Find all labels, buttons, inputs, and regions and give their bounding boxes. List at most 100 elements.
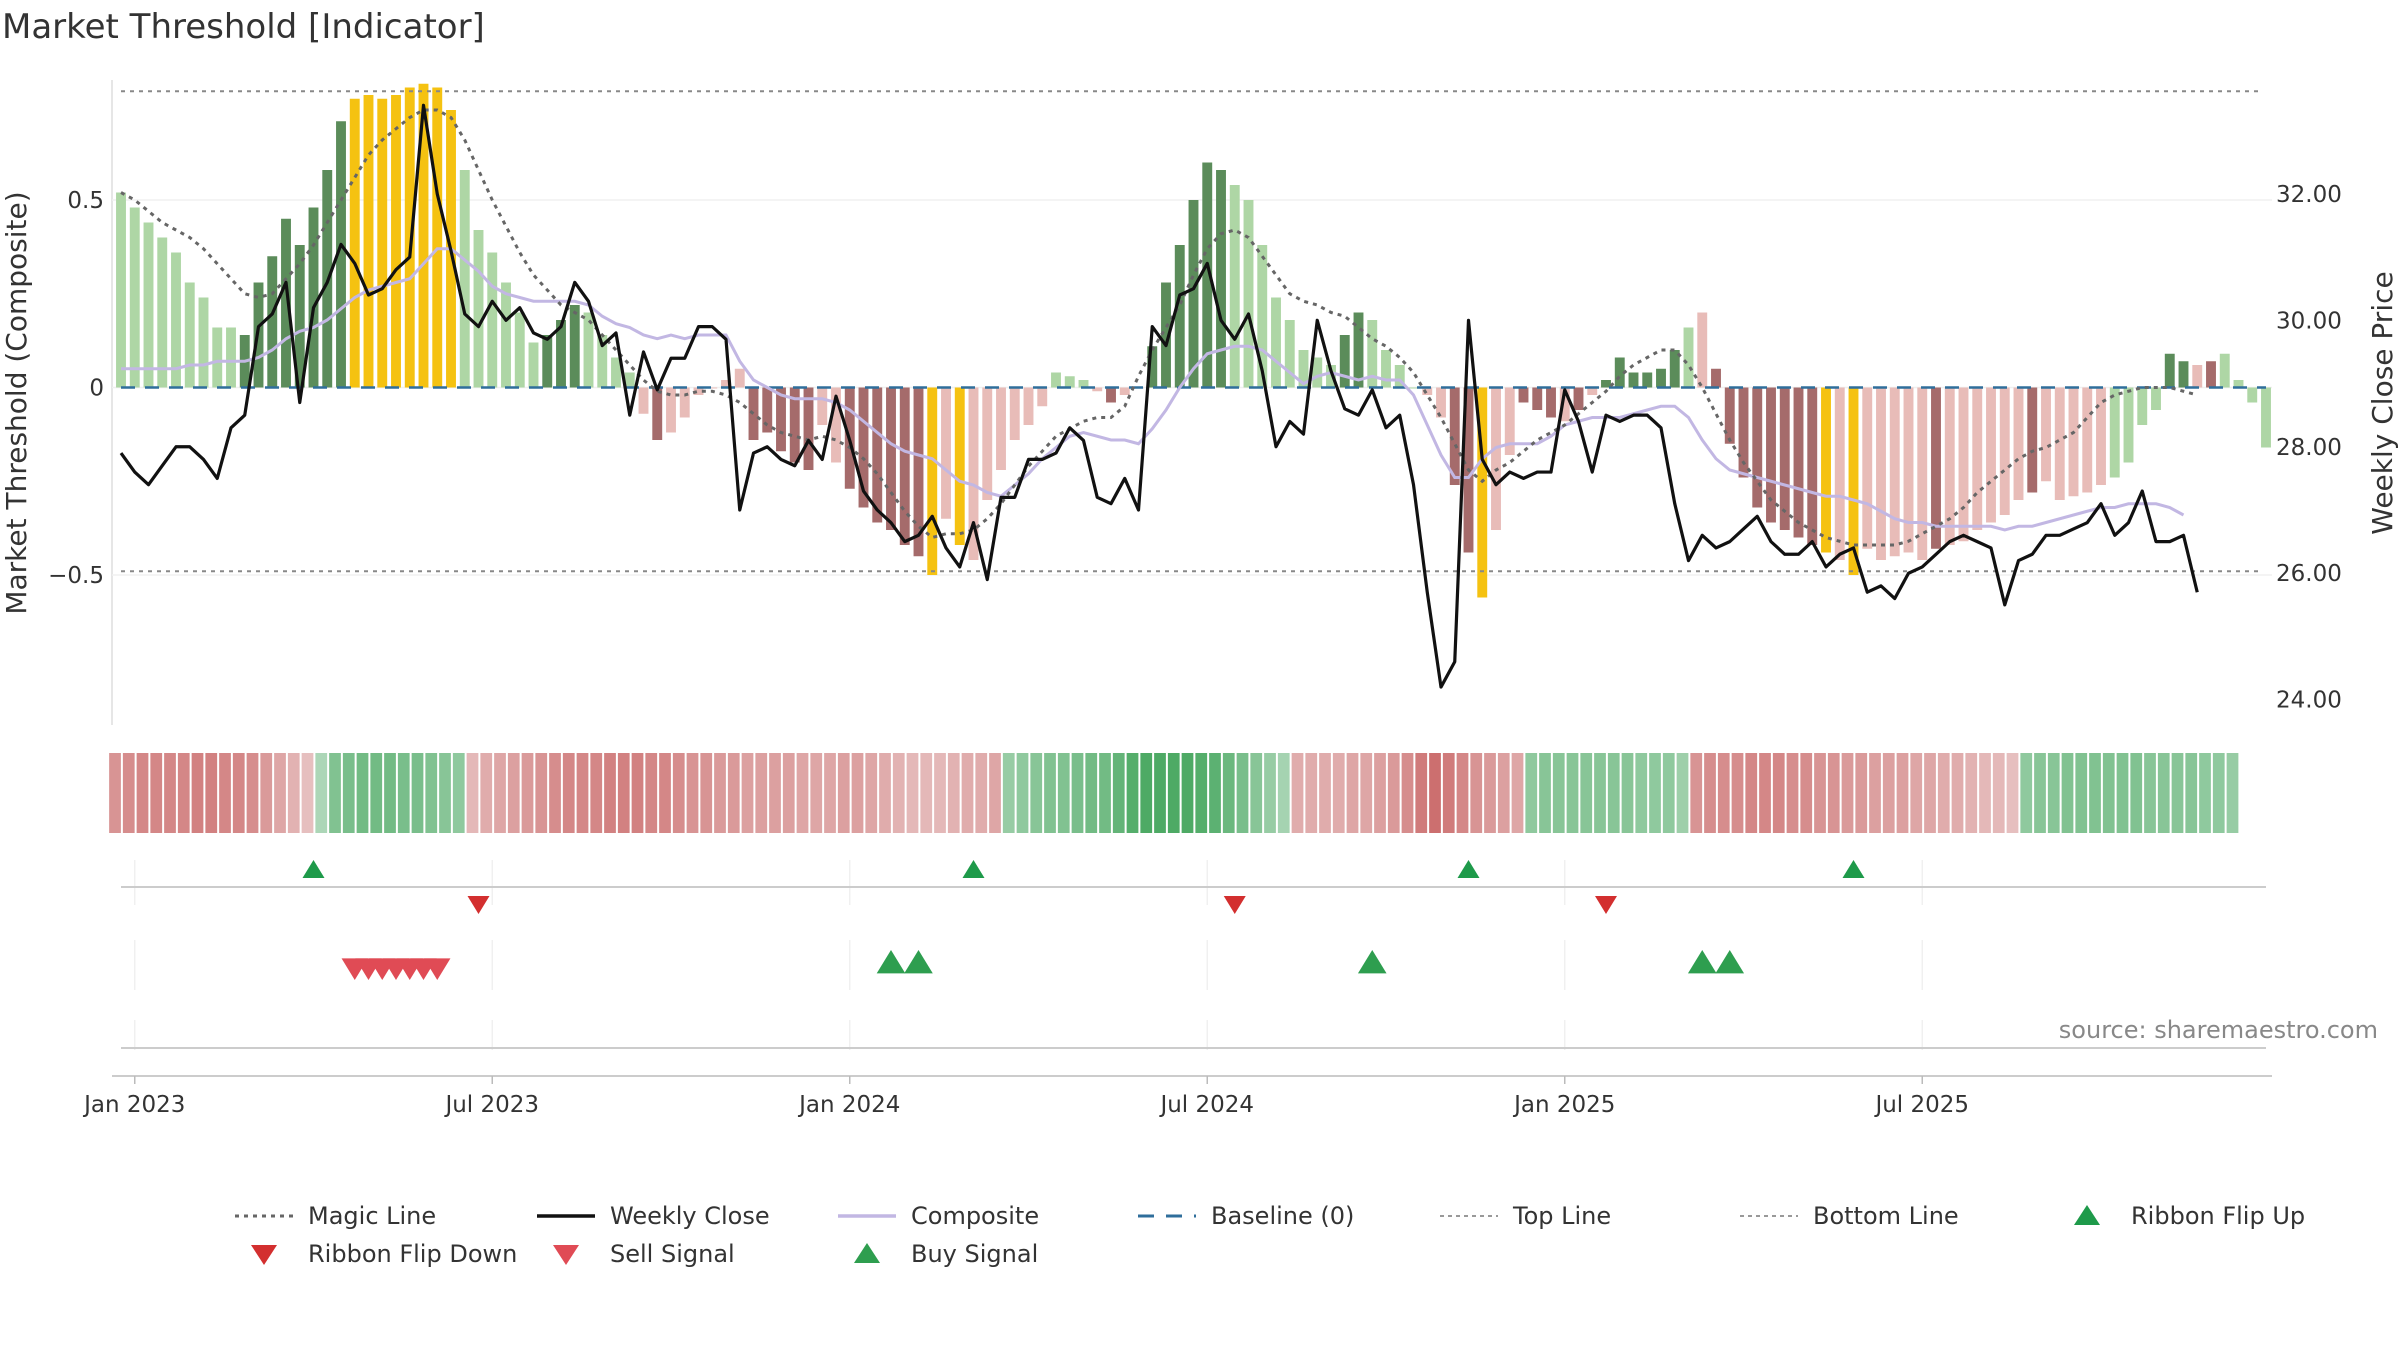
- buy-signal-marker: [1357, 950, 1387, 974]
- ribbon-cell: [1387, 753, 1400, 833]
- composite-bar: [212, 327, 223, 388]
- composite-bar: [1642, 372, 1653, 388]
- ribbon-cell: [1607, 753, 1620, 833]
- composite-bar: [1422, 387, 1433, 395]
- composite-bar: [184, 282, 195, 388]
- buy-signal-marker: [904, 950, 933, 974]
- composite-bar: [171, 252, 181, 388]
- ribbon-cell: [727, 753, 740, 833]
- composite-bar: [198, 297, 209, 388]
- composite-bar: [1477, 387, 1488, 598]
- composite-bar: [336, 121, 346, 388]
- ribbon-cell: [782, 753, 795, 833]
- composite-bar: [1161, 282, 1171, 388]
- ribbon-cell: [2061, 753, 2074, 833]
- composite-bar: [707, 387, 718, 389]
- ribbon-cell: [1456, 753, 1469, 833]
- composite-bar: [226, 327, 236, 388]
- composite-bar: [638, 387, 649, 414]
- ribbon-cell: [370, 753, 383, 833]
- ribbon-cell: [2212, 753, 2225, 833]
- composite-bar: [1298, 350, 1309, 388]
- composite-bar: [1009, 387, 1020, 440]
- composite-bar: [776, 387, 786, 452]
- legend-item: Bottom Line: [1740, 1202, 1959, 1230]
- ribbon-cell: [535, 753, 548, 833]
- legend-item: Magic Line: [235, 1202, 436, 1230]
- ribbon-cell: [1855, 753, 1868, 833]
- legend-item: Sell Signal: [553, 1240, 735, 1268]
- ribbon-cell: [1717, 753, 1730, 833]
- ribbon-cell: [2006, 753, 2019, 833]
- composite-bar: [872, 387, 883, 523]
- composite-bar: [734, 368, 745, 388]
- composite-bar: [1834, 387, 1845, 560]
- composite-bar: [982, 387, 993, 500]
- ribbon-cell: [1841, 753, 1854, 833]
- ribbon-cell: [1305, 753, 1318, 833]
- ribbon-cell: [1800, 753, 1813, 833]
- legend-label: Ribbon Flip Down: [308, 1240, 517, 1268]
- ribbon-cell: [1484, 753, 1496, 833]
- ribbon-cell: [1057, 753, 1070, 833]
- ribbon-cell: [2157, 753, 2170, 833]
- composite-bar: [1724, 387, 1735, 444]
- y-axis-label: Market Threshold (Composite): [0, 191, 33, 614]
- ribbon-cell: [1896, 753, 1909, 833]
- y2-tick-label: 28.00: [2276, 435, 2342, 461]
- composite-bar: [1504, 387, 1515, 455]
- composite-bar: [1958, 387, 1969, 542]
- composite-bar: [803, 387, 814, 470]
- legend-swatch: [553, 1245, 579, 1265]
- x-tick-label: Jul 2025: [1873, 1092, 1969, 1118]
- composite-bars: [116, 83, 2271, 598]
- legend-label: Baseline (0): [1211, 1202, 1354, 1230]
- ribbon-cell: [507, 753, 520, 833]
- composite-bar: [1889, 387, 1900, 557]
- composite-bar: [1546, 387, 1556, 418]
- ribbon-cell: [1525, 753, 1538, 833]
- composite-bar: [1092, 387, 1103, 392]
- left-y-axis: 0.5 0 −0.5: [48, 188, 104, 589]
- composite-bar: [1738, 387, 1749, 478]
- composite-bar: [886, 387, 896, 530]
- ribbon-cell: [177, 753, 190, 833]
- composite-bar: [528, 342, 539, 388]
- ribbon-cell: [2089, 753, 2101, 833]
- composite-bar: [1257, 245, 1268, 388]
- composite-bar: [693, 387, 704, 395]
- ribbon-cell: [659, 753, 671, 833]
- ribbon-cell: [1044, 753, 1056, 833]
- composite-bar: [1449, 387, 1460, 485]
- y2-tick-label: 26.00: [2276, 561, 2342, 587]
- composite-bar: [2137, 387, 2148, 425]
- composite-bar: [789, 387, 800, 463]
- ribbon-cell: [480, 753, 493, 833]
- x-tick-label: Jan 2024: [797, 1092, 900, 1118]
- composite-bar: [1202, 162, 1213, 388]
- ribbon-cell: [1360, 753, 1373, 833]
- composite-bar: [1862, 387, 1873, 549]
- ribbon-cell: [2047, 753, 2060, 833]
- ribbon-cell: [906, 753, 919, 833]
- composite-line: [121, 247, 2185, 532]
- composite-bar: [143, 222, 154, 388]
- ribbon-cell: [1181, 753, 1194, 833]
- composite-bar: [2027, 387, 2038, 493]
- composite-bar: [349, 98, 360, 388]
- composite-bar: [391, 95, 401, 388]
- legend-item: Ribbon Flip Up: [2074, 1202, 2305, 1230]
- composite-bar: [954, 387, 965, 545]
- legend-label: Magic Line: [308, 1202, 436, 1230]
- composite-bar: [1229, 185, 1240, 388]
- composite-bar: [2247, 387, 2258, 403]
- composite-bar: [1284, 320, 1295, 388]
- ribbon-cell: [617, 753, 630, 833]
- ribbon-cell: [150, 753, 163, 833]
- composite-bar: [1766, 387, 1776, 523]
- composite-bar: [1037, 387, 1048, 407]
- ribbon-cell: [1442, 753, 1455, 833]
- signal-rows: [112, 860, 2272, 1077]
- composite-bar: [2233, 380, 2244, 388]
- composite-bar: [2178, 361, 2189, 388]
